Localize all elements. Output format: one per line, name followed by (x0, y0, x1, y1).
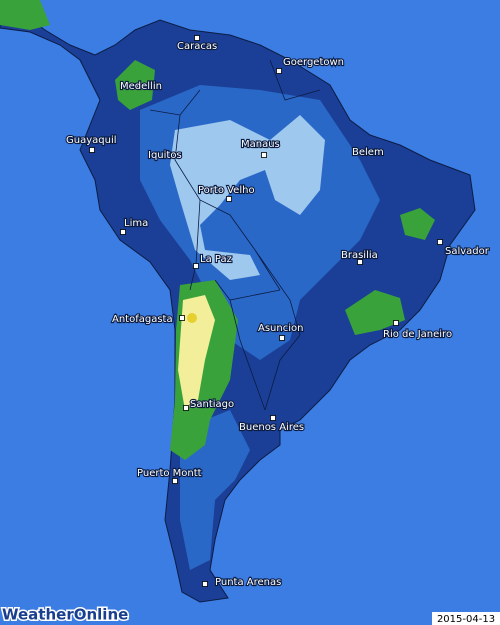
city-marker (194, 35, 200, 41)
city-marker (270, 415, 276, 421)
city-label: Santiago (190, 399, 234, 410)
city-label: Antofagasta (112, 314, 173, 325)
precip-green (345, 290, 405, 335)
city-marker (437, 239, 443, 245)
city-marker (202, 581, 208, 587)
precip-green (400, 208, 435, 240)
city-marker (179, 315, 185, 321)
city-label: Guayaquil (66, 135, 117, 146)
city-label: La Paz (200, 254, 232, 265)
city-label: Puerto Montt (137, 468, 202, 479)
date: 2015-04-13 (437, 614, 495, 625)
city-marker (183, 405, 189, 411)
city-label: Asuncion (258, 323, 303, 334)
precip-green (0, 0, 50, 30)
city-label: Punta Arenas (215, 577, 281, 588)
city-label: Goergetown (283, 57, 344, 68)
city-label: Medellin (120, 81, 162, 92)
city-label: Manaus (241, 139, 280, 150)
city-label: Brasilia (341, 250, 378, 261)
precip-light (170, 115, 325, 280)
city-label: Iquitos (148, 150, 182, 161)
city-label: Belem (352, 147, 384, 158)
city-marker (154, 152, 160, 158)
cities: Caracas Goergetown Medellin Guayaquil Iquito… (65, 35, 491, 589)
logo: WeatherOnline (2, 606, 128, 624)
city-label: Caracas (177, 41, 217, 52)
city-marker (261, 152, 267, 158)
city-label: Salvador (445, 246, 490, 257)
city-label: Lima (124, 218, 148, 229)
date-box (432, 612, 500, 625)
city-marker (357, 259, 363, 265)
city-marker (226, 196, 232, 202)
city-marker (89, 147, 95, 153)
city-marker (393, 320, 399, 326)
precip-dry (178, 295, 215, 410)
city-label: Buenos Aires (239, 422, 304, 433)
city-marker (172, 478, 178, 484)
precip-dry-core (187, 313, 197, 323)
city-marker (279, 335, 285, 341)
city-label: Porto Velho (198, 185, 255, 196)
city-marker (276, 68, 282, 74)
city-label: Rio de Janeiro (383, 329, 452, 340)
city-marker (120, 229, 126, 235)
city-marker (369, 150, 375, 156)
city-marker (133, 83, 139, 89)
city-marker (193, 263, 199, 269)
